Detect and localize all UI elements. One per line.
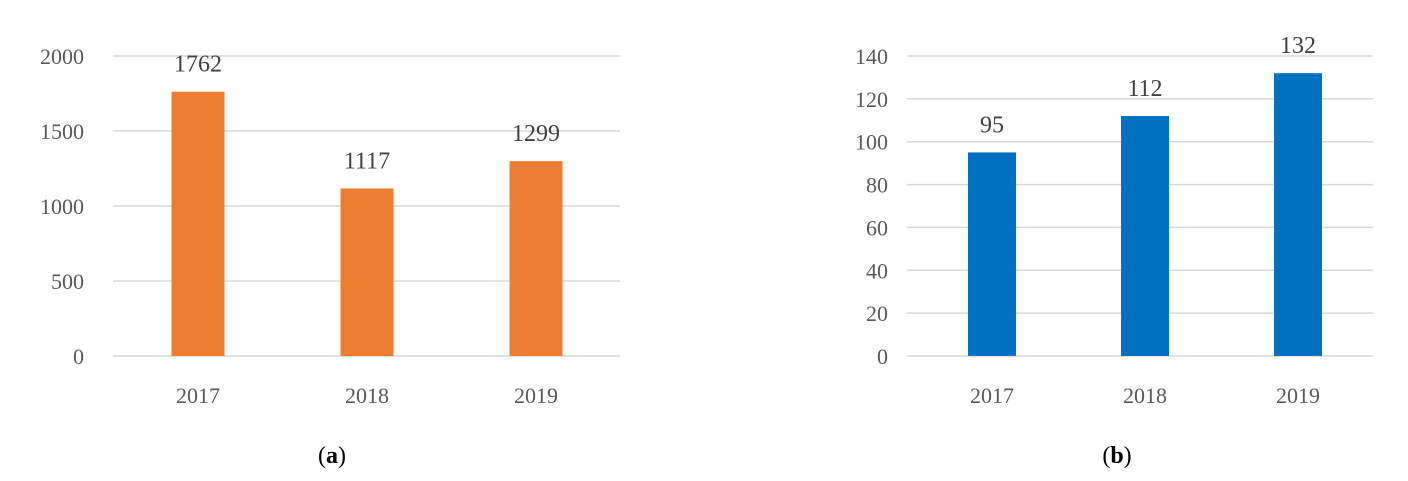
y-tick-label: 0 — [73, 344, 84, 369]
x-tick-label: 2019 — [1276, 383, 1320, 408]
data-labels: 95 112 132 — [980, 33, 1316, 138]
x-tick-label: 2019 — [514, 383, 558, 408]
y-tick-label: 20 — [866, 301, 888, 326]
bar-2019 — [509, 161, 563, 356]
bar-2018 — [340, 188, 394, 356]
y-tick-label: 0 — [877, 344, 888, 369]
panel-letter: a — [326, 443, 338, 469]
data-label-2017: 95 — [980, 112, 1004, 138]
x-tick-label: 2018 — [1123, 383, 1167, 408]
x-axis-ticks: 2017 2018 2019 — [970, 383, 1320, 408]
panel-letter: b — [1110, 443, 1123, 469]
y-tick-label: 500 — [51, 269, 84, 294]
data-label-2017: 1762 — [174, 52, 222, 78]
y-tick-label: 100 — [855, 130, 888, 155]
y-tick-label: 40 — [866, 258, 888, 283]
bar-2017 — [171, 91, 225, 356]
bar-2019 — [1274, 73, 1322, 357]
chart-panel-a: 0 500 1000 1500 2000 2017 2018 2019 1762 1117 12… — [40, 44, 620, 469]
bar-2018 — [1121, 116, 1169, 356]
x-tick-label: 2017 — [970, 383, 1014, 408]
y-tick-label: 120 — [855, 87, 888, 112]
bars — [968, 73, 1322, 357]
panel-caption-b: (b) — [1102, 443, 1131, 469]
x-tick-label: 2018 — [345, 383, 389, 408]
panel-caption-a: (a) — [318, 443, 346, 469]
bars — [171, 91, 563, 356]
data-label-2019: 132 — [1280, 33, 1316, 59]
y-tick-label: 60 — [866, 215, 888, 240]
x-axis-ticks: 2017 2018 2019 — [176, 383, 558, 408]
bar-2017 — [968, 152, 1016, 356]
data-label-2019: 1299 — [512, 121, 560, 147]
y-tick-label: 2000 — [40, 44, 84, 69]
data-labels: 1762 1117 1299 — [174, 52, 560, 175]
y-tick-label: 1500 — [40, 119, 84, 144]
data-label-2018: 1117 — [344, 148, 390, 174]
y-axis-ticks: 0 500 1000 1500 2000 — [40, 44, 84, 369]
y-tick-label: 140 — [855, 44, 888, 69]
y-tick-label: 80 — [866, 173, 888, 198]
data-label-2018: 112 — [1127, 76, 1162, 102]
y-axis-ticks: 0 20 40 60 80 100 120 140 — [855, 44, 888, 369]
x-tick-label: 2017 — [176, 383, 220, 408]
y-tick-label: 1000 — [40, 194, 84, 219]
chart-panel-b: 0 20 40 60 80 100 120 140 2017 2018 2019 95 112 132… — [855, 33, 1373, 469]
